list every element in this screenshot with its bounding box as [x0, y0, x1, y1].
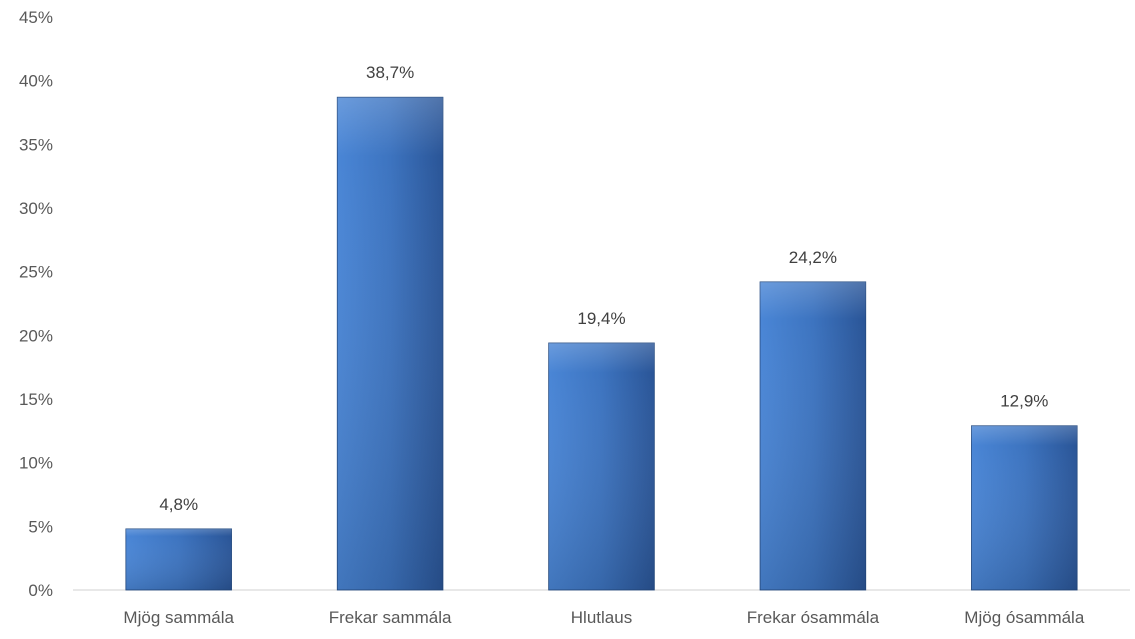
- x-category-label: Frekar sammála: [329, 608, 452, 627]
- y-tick-label: 40%: [19, 72, 53, 91]
- y-tick-label: 15%: [19, 390, 53, 409]
- bar-value-label: 38,7%: [366, 63, 414, 82]
- x-category-label: Hlutlaus: [571, 608, 632, 627]
- x-category-label: Mjög ósammála: [964, 608, 1085, 627]
- bar-shade: [337, 97, 443, 590]
- y-axis: 0% 5% 10% 15% 20% 25% 30% 35% 40% 45%: [19, 8, 53, 600]
- bar-value-label: 24,2%: [789, 248, 837, 267]
- bar-value-label: 12,9%: [1000, 392, 1048, 411]
- bar-value-label: 19,4%: [577, 309, 625, 328]
- y-tick-label: 10%: [19, 454, 53, 473]
- y-tick-label: 35%: [19, 135, 53, 154]
- y-tick-label: 45%: [19, 8, 53, 27]
- y-tick-label: 20%: [19, 326, 53, 345]
- y-tick-label: 0%: [28, 581, 53, 600]
- bars: [125, 96, 1078, 591]
- bar-value-label: 4,8%: [159, 495, 198, 514]
- y-tick-label: 25%: [19, 263, 53, 282]
- y-tick-label: 5%: [28, 517, 53, 536]
- data-labels: 4,8% 38,7% 19,4% 24,2% 12,9%: [159, 63, 1048, 514]
- bar-shade: [125, 528, 232, 590]
- bar-shade: [548, 342, 655, 590]
- bar-shade: [971, 425, 1078, 590]
- x-category-label: Mjög sammála: [123, 608, 234, 627]
- y-tick-label: 30%: [19, 199, 53, 218]
- x-axis: Mjög sammála Frekar sammála Hlutlaus Frekar…: [73, 589, 1130, 627]
- x-category-label: Frekar ósammála: [747, 608, 880, 627]
- bar-shade: [760, 281, 866, 590]
